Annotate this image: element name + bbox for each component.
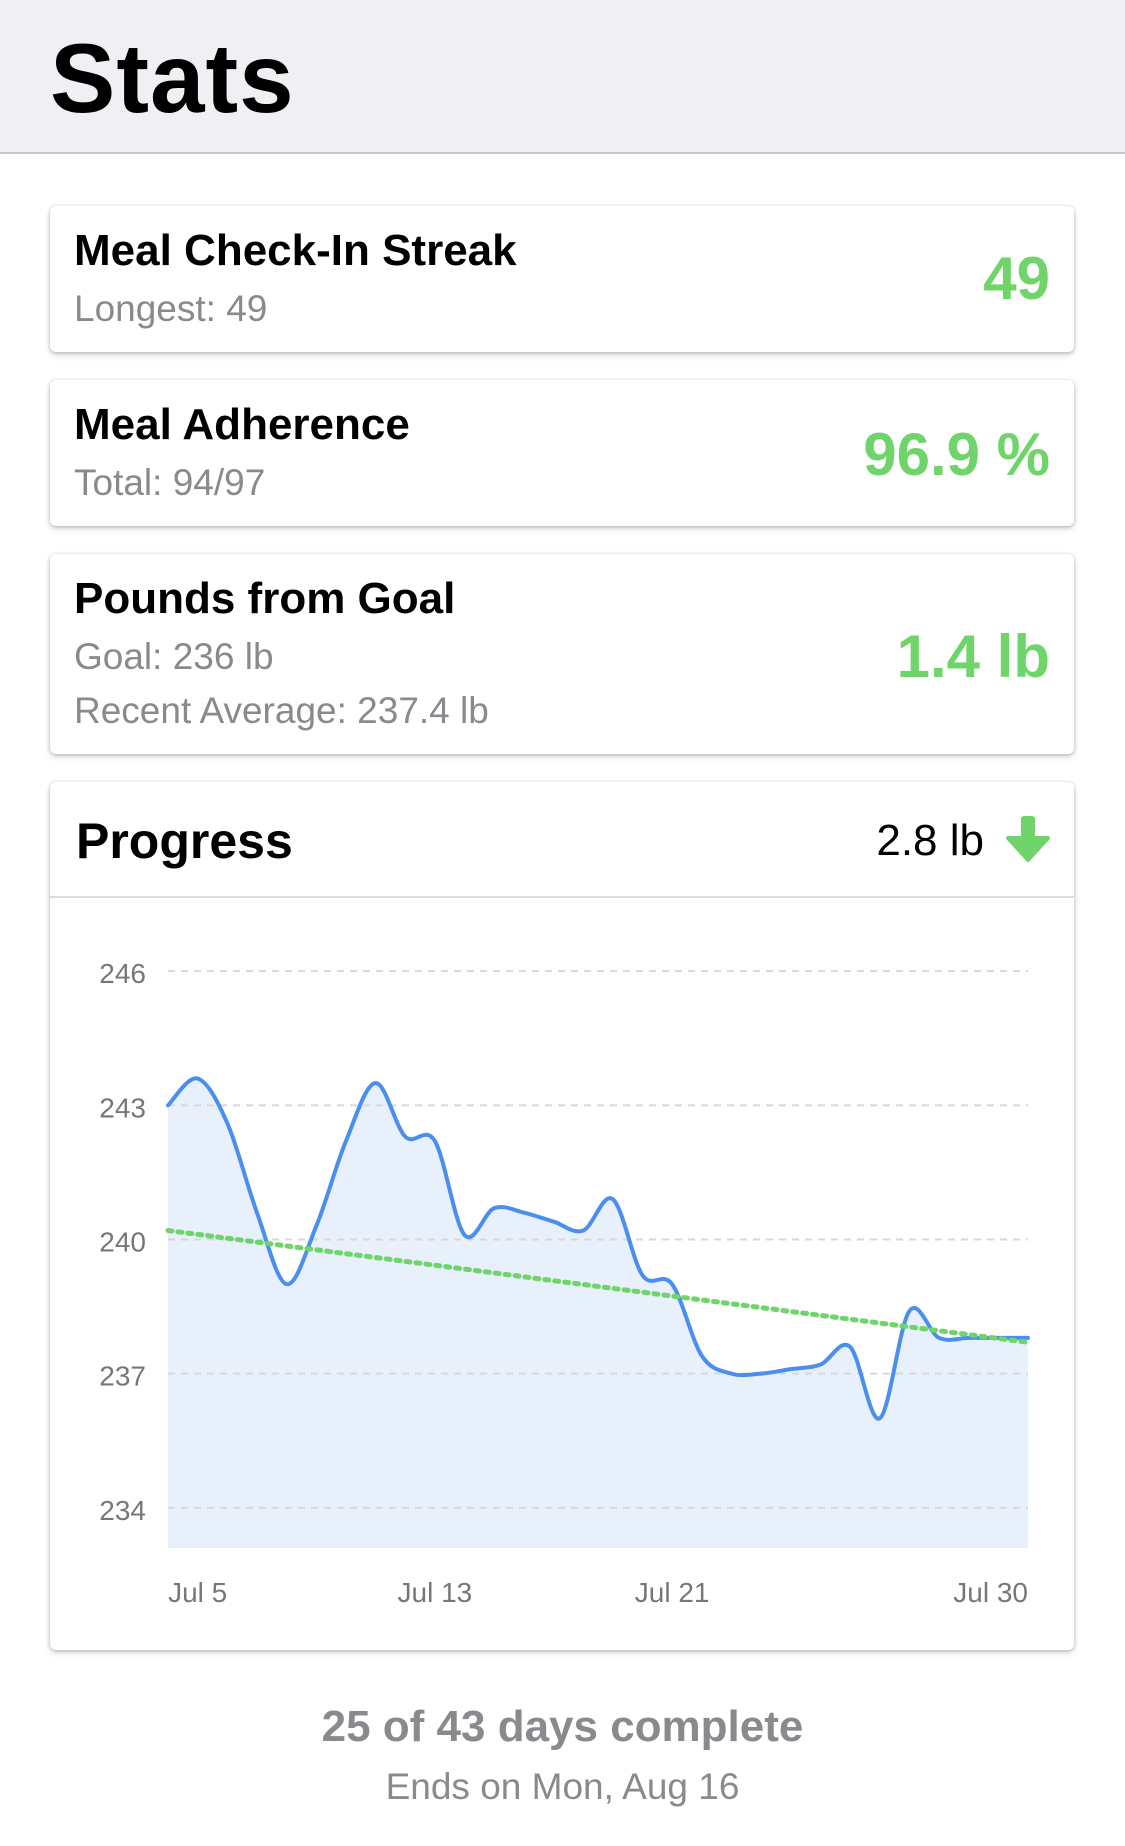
progress-chart: 246 243 240 237 234 Jul 5 Jul 13 Jul 21 Jul 30 <box>99 958 1031 1608</box>
header-bar: Stats <box>0 0 1125 154</box>
streak-value: 49 <box>983 245 1050 312</box>
weight-line <box>166 1076 1030 1421</box>
goal-text: Goal: 236 lb <box>74 636 274 677</box>
pounds-from-goal-value: 1.4 lb <box>896 623 1050 690</box>
y-tick-label: 240 <box>99 1226 146 1257</box>
x-tick-label: Jul 30 <box>953 1577 1028 1608</box>
arrow-down-icon <box>1006 816 1050 862</box>
card-subtitle: Longest: 49 <box>74 288 268 329</box>
card-title: Pounds from Goal <box>74 574 456 623</box>
x-tick-label: Jul 13 <box>398 1577 473 1608</box>
trend-line <box>165 1228 1031 1345</box>
card-title: Meal Check-In Streak <box>74 226 517 275</box>
y-tick-label: 246 <box>99 958 146 989</box>
x-tick-label: Jul 21 <box>635 1577 710 1608</box>
y-tick-label: 237 <box>99 1361 146 1392</box>
recent-average-text: Recent Average: 237.4 lb <box>74 690 489 731</box>
weight-area <box>168 1078 1028 1548</box>
adherence-value: 96.9 % <box>863 421 1050 488</box>
streak-card[interactable]: Meal Check-In Streak Longest: 49 49 <box>50 206 1074 352</box>
progress-change: 2.8 lb <box>876 816 984 865</box>
days-complete-text: 25 of 43 days complete <box>321 1702 804 1751</box>
page-title: Stats <box>50 23 295 133</box>
x-tick-label: Jul 5 <box>168 1577 227 1608</box>
y-tick-label: 243 <box>99 1092 146 1123</box>
y-tick-label: 234 <box>99 1495 146 1526</box>
card-title: Meal Adherence <box>74 400 410 449</box>
progress-title: Progress <box>76 813 293 869</box>
progress-header: Progress 2.8 lb <box>50 782 1074 898</box>
card-subtitle: Total: 94/97 <box>74 462 266 503</box>
pounds-from-goal-card[interactable]: Pounds from Goal Goal: 236 lb Recent Ave… <box>50 554 1074 754</box>
progress-card: Progress 2.8 lb 246 243 240 237 234 Jul 5 Jul … <box>50 782 1074 1650</box>
adherence-card[interactable]: Meal Adherence Total: 94/97 96.9 % <box>50 380 1074 526</box>
end-date-text: Ends on Mon, Aug 16 <box>385 1766 740 1807</box>
